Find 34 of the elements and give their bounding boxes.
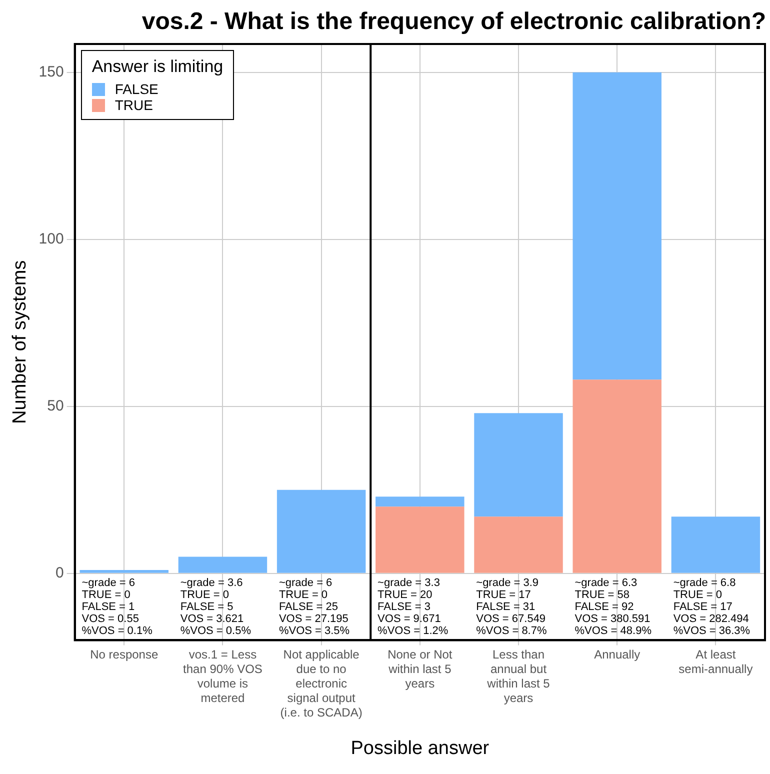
- bar: [376, 496, 464, 507]
- bar: [474, 413, 563, 517]
- y-axis-title: Number of systems: [10, 260, 31, 424]
- chart-title: vos.2 - What is the frequency of electronic calibration?: [140, 8, 767, 36]
- annotation: ~grade = 3.6 TRUE = 0 FALSE = 5 VOS = 3.621 %VOS = 0.5%: [180, 576, 252, 637]
- y-tick-label: 50: [47, 398, 64, 415]
- x-tick-label: None or Not within last 5 years: [388, 648, 453, 691]
- bar: [276, 490, 366, 573]
- x-tick-label: vos.1 = Less than 90% VOS volume is metered: [183, 648, 262, 705]
- annotation: ~grade = 3.9 TRUE = 17 FALSE = 31 VOS = 67.549 %VOS = 8.7%: [476, 576, 547, 637]
- bar: [376, 506, 464, 573]
- annotation: ~grade = 6.8 TRUE = 0 FALSE = 17 VOS = 282.494 %VOS = 36.3%: [673, 576, 750, 637]
- bar: [178, 556, 268, 573]
- bar: [572, 380, 662, 573]
- annotation: ~grade = 6 TRUE = 0 FALSE = 1 VOS = 0.55 %VOS = 0.1%: [82, 576, 153, 637]
- x-tick-label: Less than annual but within last 5 years: [486, 648, 550, 705]
- y-tick-label: 150: [38, 64, 64, 81]
- bar: [572, 72, 662, 380]
- legend-label: TRUE: [114, 97, 153, 113]
- legend-label: FALSE: [114, 81, 158, 97]
- bar: [80, 570, 168, 573]
- legend-title: Answer is limiting: [92, 57, 224, 77]
- x-tick-label: No response: [90, 648, 158, 662]
- annotation: ~grade = 3.3 TRUE = 20 FALSE = 3 VOS = 9.671 %VOS = 1.2%: [378, 576, 448, 637]
- annotation: ~grade = 6 TRUE = 0 FALSE = 25 VOS = 27.195 %VOS = 3.5%: [278, 576, 350, 637]
- annotation: ~grade = 6.3 TRUE = 58 FALSE = 92 VOS = 380.591 %VOS = 48.9%: [574, 576, 652, 637]
- x-axis-title: Possible answer: [350, 738, 490, 759]
- x-tick-label: Not applicable due to no electronic signal output (i.e. to SCADA): [280, 648, 362, 720]
- bar: [671, 516, 760, 573]
- x-tick-label: At least semi-annually: [678, 648, 753, 676]
- y-tick-label: 0: [55, 564, 64, 582]
- y-tick-label: 100: [38, 230, 64, 248]
- x-tick-label: Annually: [594, 648, 640, 662]
- bar: [474, 516, 563, 573]
